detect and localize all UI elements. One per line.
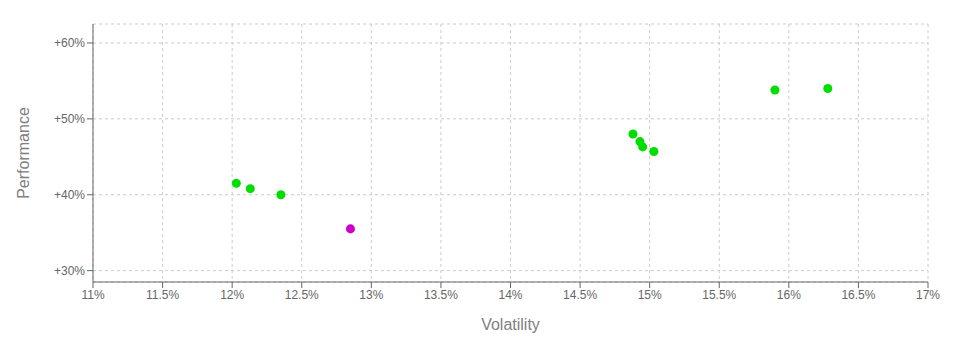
svg-text:13.5%: 13.5% xyxy=(424,288,458,302)
svg-text:Performance: Performance xyxy=(15,107,32,199)
svg-text:16.5%: 16.5% xyxy=(841,288,875,302)
svg-text:+30%: +30% xyxy=(54,264,85,278)
svg-text:14.5%: 14.5% xyxy=(563,288,597,302)
svg-text:16%: 16% xyxy=(777,288,801,302)
svg-text:11%: 11% xyxy=(81,288,104,302)
svg-text:11.5%: 11.5% xyxy=(146,288,179,302)
svg-text:Volatility: Volatility xyxy=(481,316,540,333)
svg-text:12%: 12% xyxy=(220,288,244,302)
svg-text:15%: 15% xyxy=(638,288,662,302)
svg-text:+40%: +40% xyxy=(54,188,85,202)
svg-text:13%: 13% xyxy=(359,288,383,302)
svg-text:14%: 14% xyxy=(498,288,522,302)
svg-text:+60%: +60% xyxy=(54,36,85,50)
svg-text:12.5%: 12.5% xyxy=(285,288,319,302)
svg-text:15.5%: 15.5% xyxy=(702,288,736,302)
svg-text:17%: 17% xyxy=(916,288,940,302)
svg-text:+50%: +50% xyxy=(54,112,85,126)
